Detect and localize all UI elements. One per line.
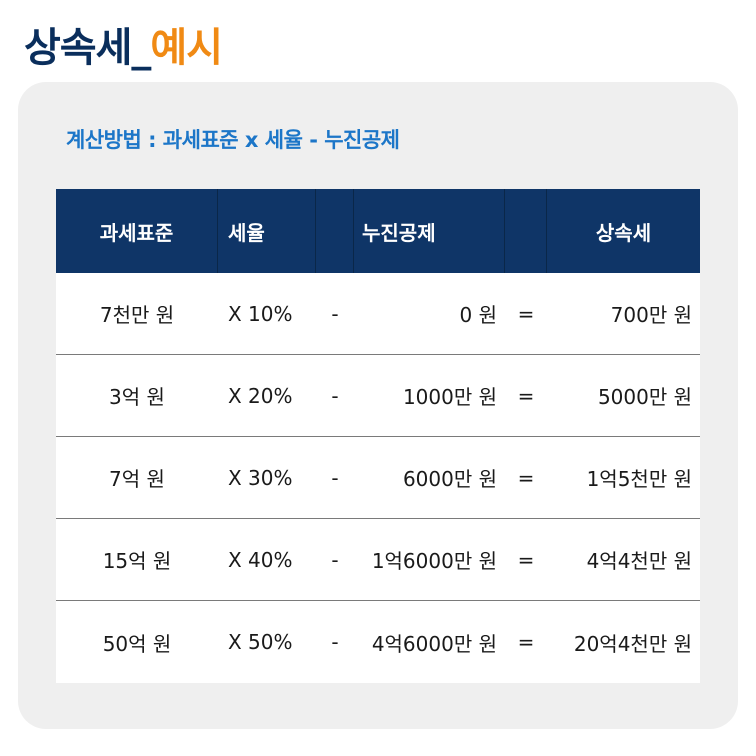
cell-deduction: 6000만 원	[402, 467, 497, 491]
cell-rate: X 30%	[228, 465, 293, 490]
header-deduction: 누진공제	[354, 189, 505, 273]
cell-tax: 5000만 원	[597, 385, 692, 409]
cell-base: 7천만 원	[99, 303, 175, 327]
cell-tax: 700만 원	[610, 303, 692, 327]
header-spacer-2	[505, 189, 547, 273]
cell-base: 3억 원	[109, 385, 165, 409]
page-title: 상속세_예시	[24, 22, 223, 74]
cell-equals: =	[517, 547, 535, 572]
cell-minus: -	[331, 383, 339, 408]
cell-base: 15억 원	[102, 549, 172, 573]
cell-rate: X 20%	[228, 383, 293, 408]
table-header: 과세표준 세율 누진공제 상속세	[56, 189, 700, 273]
table-row: 3억 원 X 20% - 1000만 원 = 5000만 원	[56, 355, 700, 437]
cell-base: 50억 원	[102, 631, 172, 656]
cell-deduction: 1000만 원	[402, 385, 497, 409]
table-row: 15억 원 X 40% - 1억6000만 원 = 4억4천만 원	[56, 519, 700, 601]
cell-equals: =	[517, 630, 535, 654]
cell-equals: =	[517, 465, 535, 490]
cell-deduction: 4억6000만 원	[371, 631, 497, 656]
content-card: 계산방법 : 과세표준 x 세율 - 누진공제 과세표준 세율 누진공제 상속세…	[18, 82, 738, 729]
cell-base: 7억 원	[109, 467, 165, 491]
cell-minus: -	[331, 547, 339, 572]
table-row: 7억 원 X 30% - 6000만 원 = 1억5천만 원	[56, 437, 700, 519]
cell-equals: =	[517, 383, 535, 408]
cell-rate: X 40%	[228, 547, 293, 572]
title-accent: 예시	[150, 25, 223, 71]
table-row: 7천만 원 X 10% - 0 원 = 700만 원	[56, 273, 700, 355]
header-spacer-1	[316, 189, 354, 273]
cell-deduction: 0 원	[459, 303, 497, 327]
cell-minus: -	[331, 465, 339, 490]
header-rate: 세율	[218, 189, 316, 273]
cell-tax: 4억4천만 원	[586, 549, 692, 573]
cell-tax: 1억5천만 원	[586, 467, 692, 491]
header-base: 과세표준	[56, 189, 218, 273]
table-row: 50억 원 X 50% - 4억6000만 원 = 20억4천만 원	[56, 601, 700, 683]
cell-equals: =	[517, 301, 535, 326]
formula-text: 계산방법 : 과세표준 x 세율 - 누진공제	[66, 128, 400, 152]
cell-rate: X 10%	[228, 301, 293, 326]
cell-minus: -	[331, 630, 339, 654]
cell-tax: 20억4천만 원	[573, 631, 692, 656]
cell-minus: -	[331, 301, 339, 326]
cell-rate: X 50%	[228, 630, 293, 654]
title-main: 상속세_	[24, 25, 151, 71]
tax-table: 과세표준 세율 누진공제 상속세 7천만 원 X 10% - 0 원 = 700…	[56, 189, 700, 683]
header-tax: 상속세	[595, 220, 652, 245]
cell-deduction: 1억6000만 원	[371, 549, 497, 573]
